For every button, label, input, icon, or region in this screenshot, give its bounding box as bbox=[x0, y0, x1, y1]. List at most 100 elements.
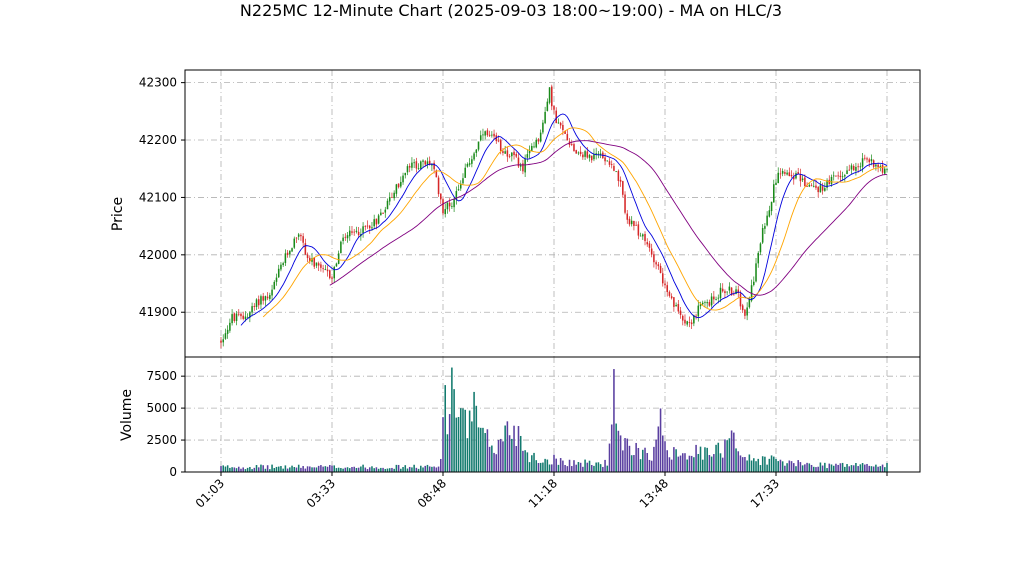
candle-body bbox=[775, 182, 777, 186]
volume-bar bbox=[717, 442, 720, 472]
volume-bar bbox=[269, 469, 271, 472]
volume-bar bbox=[615, 423, 617, 472]
candle-body bbox=[781, 170, 784, 174]
volume-bar bbox=[597, 462, 600, 472]
candle-body bbox=[646, 242, 649, 245]
candle-body bbox=[684, 319, 686, 324]
candle-body bbox=[670, 296, 673, 299]
ma-fast-line bbox=[240, 113, 888, 326]
candle-body bbox=[799, 174, 802, 182]
candle-body bbox=[608, 161, 611, 165]
volume-bar bbox=[662, 435, 664, 472]
candle-body bbox=[668, 291, 671, 296]
candle-body bbox=[553, 106, 555, 110]
volume-bar bbox=[229, 467, 231, 472]
candle-body bbox=[242, 315, 244, 319]
volume-bar bbox=[688, 455, 691, 472]
candle-body bbox=[766, 215, 768, 226]
candle-body bbox=[617, 170, 620, 181]
volume-bar bbox=[551, 464, 553, 472]
candle-body bbox=[400, 181, 402, 187]
candle-body bbox=[719, 287, 722, 299]
candle-body bbox=[497, 140, 500, 142]
volume-bar bbox=[275, 466, 278, 472]
candle-body bbox=[455, 191, 458, 200]
candle-body bbox=[637, 224, 640, 236]
price-grid bbox=[185, 70, 920, 357]
candle-body bbox=[333, 266, 335, 279]
candle-body bbox=[866, 158, 868, 160]
candle-body bbox=[237, 313, 240, 315]
volume-bar bbox=[555, 458, 557, 472]
candle-body bbox=[655, 262, 657, 265]
candle-body bbox=[508, 155, 511, 157]
candle-body bbox=[262, 296, 264, 301]
candle-body bbox=[850, 165, 853, 170]
volume-bar bbox=[741, 457, 744, 472]
candle-body bbox=[373, 219, 375, 227]
candle-body bbox=[630, 220, 633, 225]
candle-body bbox=[324, 269, 327, 271]
candle-body bbox=[884, 168, 886, 174]
volume-bar bbox=[231, 467, 233, 472]
volume-bar bbox=[479, 427, 482, 472]
candle-body bbox=[673, 297, 675, 307]
candle-body bbox=[535, 139, 538, 148]
candle-body bbox=[597, 153, 600, 155]
candle-body bbox=[819, 185, 822, 193]
candle-body bbox=[502, 151, 504, 153]
volume-y-tick-label: 5000 bbox=[146, 401, 177, 415]
volume-bar bbox=[375, 467, 378, 472]
candle-body bbox=[226, 329, 229, 334]
candle-body bbox=[744, 309, 746, 316]
candle-body bbox=[320, 264, 322, 268]
candle-body bbox=[821, 186, 824, 191]
volume-bar bbox=[240, 468, 242, 472]
candle-body bbox=[595, 153, 597, 155]
volume-bar bbox=[613, 369, 615, 472]
volume-bar bbox=[371, 466, 373, 472]
candle-body bbox=[395, 184, 398, 194]
candle-body bbox=[619, 179, 622, 182]
candle-body bbox=[573, 144, 575, 152]
candle-body bbox=[406, 166, 409, 173]
candle-body bbox=[717, 297, 720, 299]
volume-bar bbox=[710, 456, 713, 472]
candle-body bbox=[792, 177, 795, 180]
volume-bar bbox=[748, 454, 751, 472]
candle-body bbox=[748, 299, 751, 308]
volume-bar bbox=[504, 425, 506, 472]
volume-bar bbox=[753, 458, 755, 472]
price-candles bbox=[220, 84, 888, 349]
volume-bar bbox=[562, 460, 564, 472]
volume-bar bbox=[471, 421, 473, 472]
volume-bar bbox=[313, 467, 316, 472]
candle-body bbox=[260, 296, 262, 305]
volume-bar bbox=[300, 467, 302, 472]
candle-body bbox=[726, 291, 728, 293]
ma-slow-line bbox=[329, 140, 888, 296]
candle-body bbox=[733, 294, 735, 296]
volume-bar bbox=[790, 461, 793, 472]
volume-bar bbox=[477, 427, 480, 472]
volume-bar bbox=[302, 466, 304, 472]
volume-bar bbox=[673, 447, 675, 472]
volume-bar bbox=[628, 445, 631, 472]
volume-bar bbox=[273, 468, 276, 472]
candle-body bbox=[291, 248, 293, 252]
candle-body bbox=[753, 281, 755, 285]
volume-bar bbox=[411, 467, 413, 472]
volume-bar bbox=[393, 468, 395, 472]
candle-body bbox=[466, 164, 469, 167]
candle-body bbox=[266, 296, 269, 299]
volume-bar bbox=[453, 389, 455, 472]
volume-bar bbox=[568, 459, 571, 472]
volume-bar bbox=[557, 464, 560, 472]
volume-bar bbox=[868, 465, 871, 472]
candle-body bbox=[824, 188, 826, 191]
candle-body bbox=[642, 234, 644, 237]
volume-axis-label: Volume bbox=[119, 389, 135, 441]
candle-body bbox=[537, 139, 540, 142]
volume-bar bbox=[337, 467, 340, 472]
